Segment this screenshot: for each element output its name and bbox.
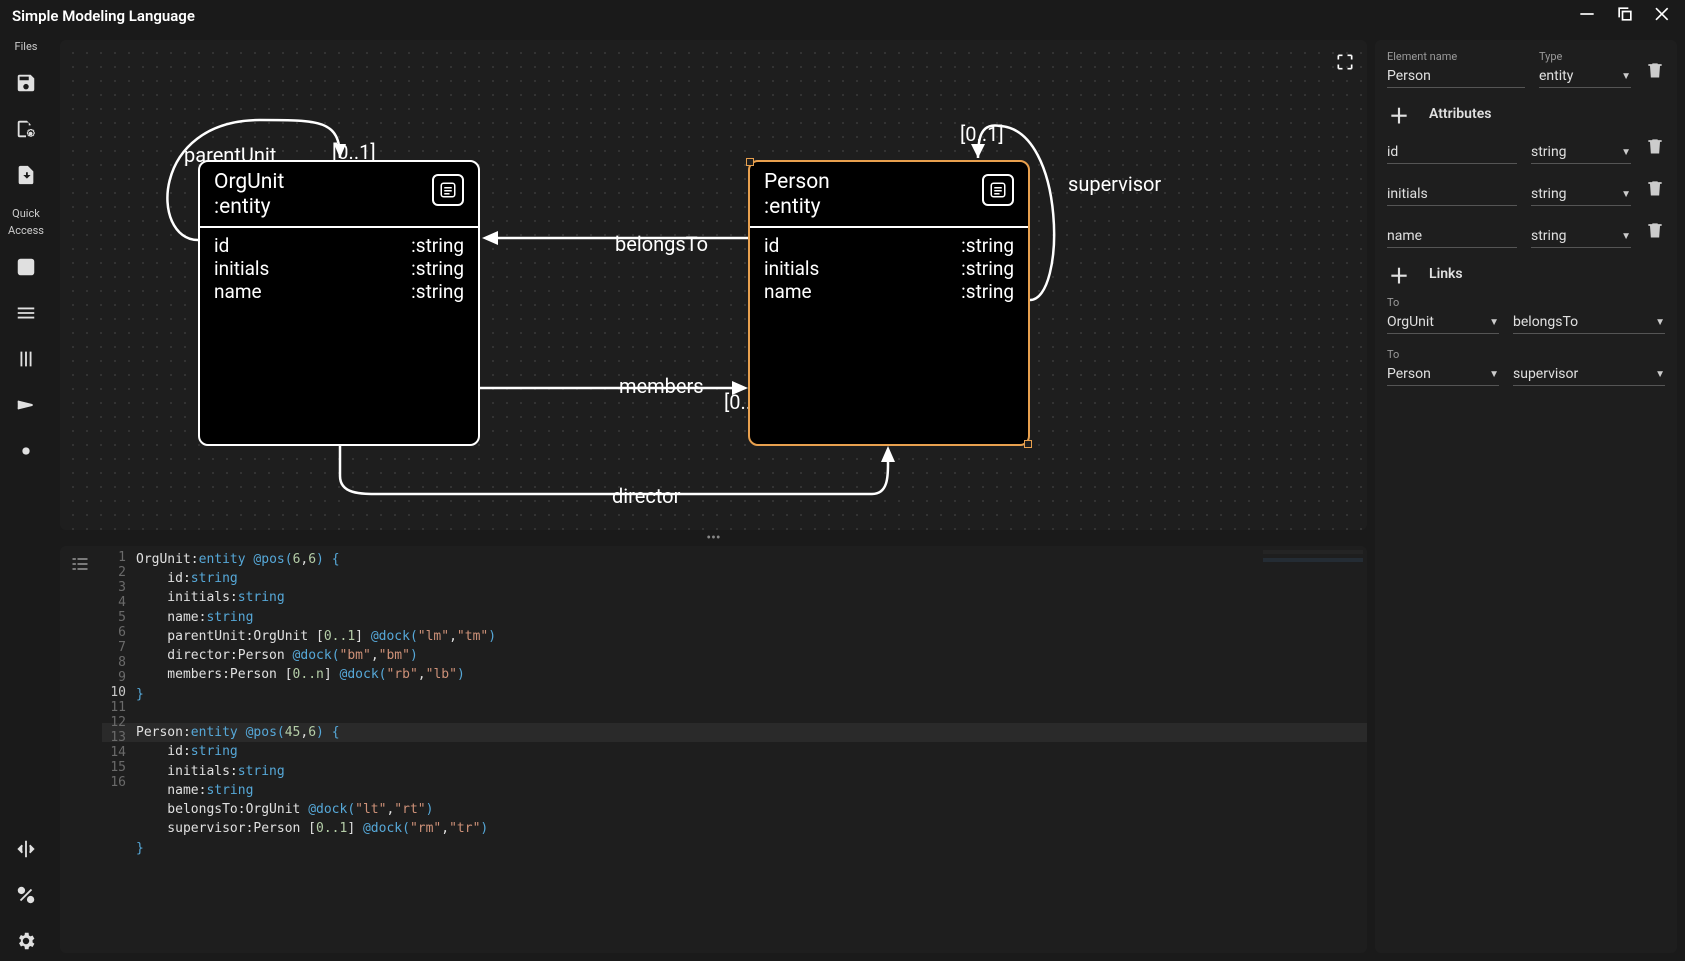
properties-panel: Element name Person Type entity▼ ＋ Attri… [1375,40,1677,953]
delete-attr-button[interactable] [1645,220,1665,248]
attr-row: id:string [214,234,464,257]
attr-row: name:string [764,280,1014,303]
element-name-input[interactable]: Person [1387,65,1525,88]
diagram-canvas[interactable]: parentUnit[0..1]belongsTomembers[0..n]di… [60,40,1367,530]
attr-name-input[interactable]: name [1387,225,1517,248]
settings-button[interactable] [6,921,46,961]
columns-tool[interactable] [6,339,46,379]
menu-tool[interactable] [6,293,46,333]
edge-label-supervisor[interactable]: supervisor [1068,172,1161,196]
window-controls [1577,4,1673,29]
attr-row: name:string [214,280,464,303]
delete-attr-button[interactable] [1645,178,1665,206]
link-to-label: To [1387,296,1499,309]
entity-body: id:stringinitials:stringname:string [750,228,1028,444]
save-button[interactable] [6,63,46,103]
attr-row: initials:string [214,257,464,280]
entity-orgunit[interactable]: OrgUnit :entity id:stringinitials:string… [198,160,480,446]
attr-type-select[interactable]: string▼ [1531,141,1631,164]
entity-icon [432,174,464,206]
save-settings-button[interactable] [6,109,46,149]
attr-row: id:string [764,234,1014,257]
dot-tool[interactable] [6,431,46,471]
sidebar: Files Quick Access [0,32,52,961]
entity-stereotype: :entity [764,195,830,220]
link-to-label: To [1387,348,1499,361]
titlebar: Simple Modeling Language [0,0,1685,32]
entity-body: id:stringinitials:stringname:string [200,228,478,444]
entity-header: Person :entity [750,162,1028,228]
outline-icon[interactable] [70,554,90,574]
attr-name-input[interactable]: initials [1387,183,1517,206]
code-editor[interactable]: 12345678910111213141516 OrgUnit:entity @… [60,546,1367,953]
link-rel-select[interactable]: supervisor▼ [1513,363,1665,386]
entity-name: Person [764,170,830,195]
link-to-select[interactable]: OrgUnit▼ [1387,311,1499,334]
app-title: Simple Modeling Language [12,7,195,25]
entity-person[interactable]: Person :entity id:stringinitials:stringn… [748,160,1030,446]
arrow-tool[interactable] [6,385,46,425]
percent-button[interactable] [6,875,46,915]
edge-label-belongsTo[interactable]: belongsTo [615,232,708,256]
fullscreen-button[interactable] [1335,52,1355,76]
split-view-button[interactable] [6,829,46,869]
edge-label-members[interactable]: members [619,374,704,398]
attr-type-select[interactable]: string▼ [1531,183,1631,206]
minimize-button[interactable] [1577,4,1597,29]
attr-name-input[interactable]: id [1387,141,1517,164]
horizontal-splitter[interactable]: ••• [52,530,1375,546]
attr-row: initials:string [764,257,1014,280]
type-select[interactable]: entity▼ [1539,65,1631,88]
delete-attr-button[interactable] [1645,136,1665,164]
link-rel-select[interactable]: belongsTo▼ [1513,311,1665,334]
element-name-label: Element name [1387,50,1525,63]
type-label: Type [1539,50,1631,63]
open-file-button[interactable] [6,155,46,195]
entity-stereotype: :entity [214,195,284,220]
attributes-heading: Attributes [1429,106,1491,122]
edge-mult-supervisor: [0..1] [960,122,1004,146]
link-to-select[interactable]: Person▼ [1387,363,1499,386]
attr-type-select[interactable]: string▼ [1531,225,1631,248]
maximize-button[interactable] [1615,4,1635,29]
links-heading: Links [1429,266,1463,282]
entity-icon [982,174,1014,206]
entity-name: OrgUnit [214,170,284,195]
entity-tool[interactable] [6,247,46,287]
sidebar-quickaccess-label2: Access [8,224,44,237]
entity-header: OrgUnit :entity [200,162,478,228]
add-link-button[interactable]: ＋ [1387,262,1411,286]
sidebar-files-label: Files [15,40,38,53]
close-button[interactable] [1653,4,1673,29]
sidebar-quickaccess-label1: Quick [12,207,40,220]
edge-label-director[interactable]: director [612,484,680,508]
delete-element-button[interactable] [1645,60,1665,88]
add-attribute-button[interactable]: ＋ [1387,102,1411,126]
